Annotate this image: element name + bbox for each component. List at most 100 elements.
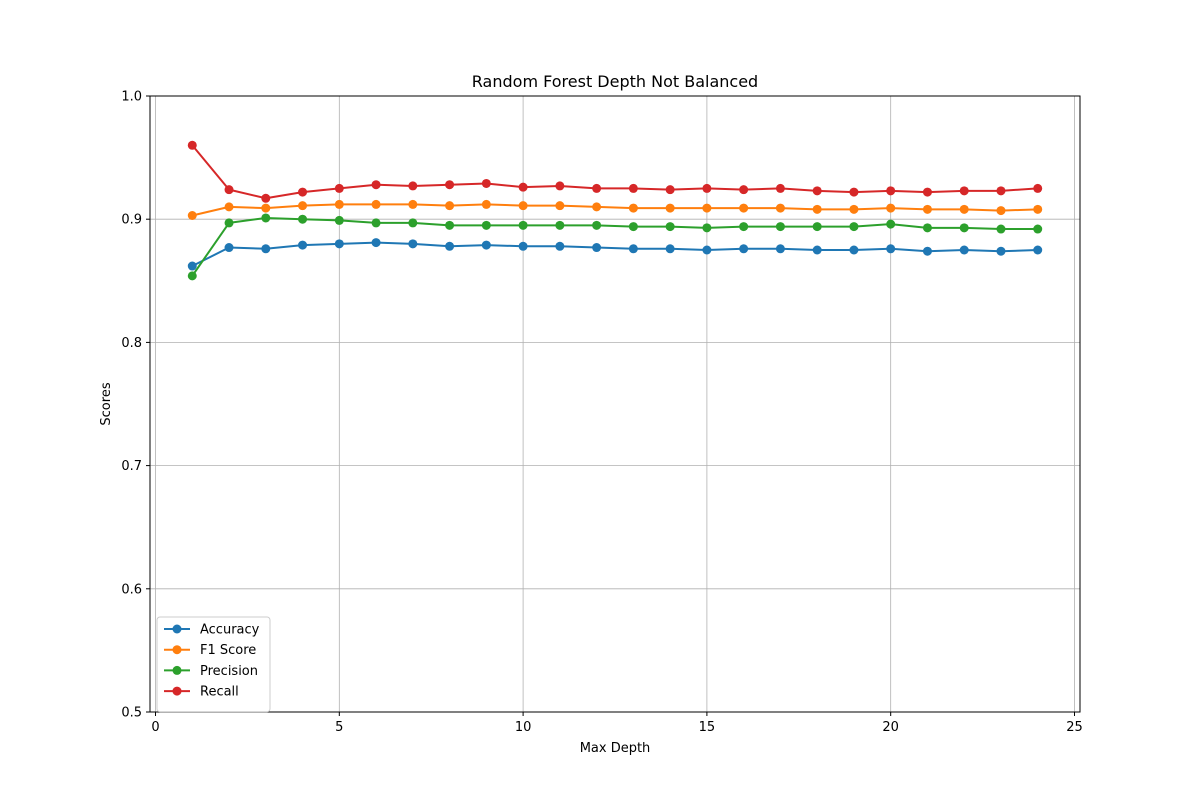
data-point: [775, 222, 785, 232]
data-point: [702, 223, 712, 233]
data-point: [1033, 224, 1043, 234]
data-point: [481, 240, 491, 250]
legend-label: Accuracy: [200, 623, 260, 638]
data-point: [1033, 204, 1043, 214]
data-point: [481, 220, 491, 230]
data-point: [445, 201, 455, 211]
data-point: [886, 203, 896, 213]
x-tick-label: 10: [515, 720, 532, 735]
data-point: [298, 240, 308, 250]
y-tick-label: 0.9: [121, 213, 142, 228]
data-point: [922, 204, 932, 214]
legend-swatch-marker: [172, 624, 182, 634]
data-point: [592, 202, 602, 212]
data-point: [298, 214, 308, 224]
plot-frame: [149, 95, 1081, 713]
data-point: [628, 203, 638, 213]
data-point: [775, 183, 785, 193]
data-point: [739, 185, 749, 195]
gridlines: [150, 95, 1080, 713]
legend-swatch-marker: [172, 665, 182, 675]
data-point: [371, 180, 381, 190]
data-point: [371, 218, 381, 228]
data-point: [481, 178, 491, 188]
data-point: [812, 222, 822, 232]
series-line: [192, 203, 1038, 217]
data-point: [849, 204, 859, 214]
data-point: [959, 223, 969, 233]
axis-ticks: 0 5 10 15 20 25 0.5 0.6 0.7 0.8 0.9 1.0: [121, 90, 1082, 736]
data-point: [996, 206, 1006, 216]
data-point: [592, 243, 602, 253]
legend-item: Recall: [164, 685, 239, 700]
legend-box: [156, 616, 271, 713]
data-point: [886, 244, 896, 254]
y-tick-label: 0.6: [121, 582, 142, 597]
series-group: [187, 140, 1043, 281]
data-point: [298, 201, 308, 211]
series-f1-score: [187, 199, 1043, 221]
data-point: [518, 201, 528, 211]
series-line: [191, 144, 1038, 200]
data-point: [702, 183, 712, 193]
data-point: [922, 246, 932, 256]
data-point: [555, 181, 565, 191]
x-tick-label: 20: [882, 720, 899, 735]
data-point: [628, 183, 638, 193]
data-point: [849, 245, 859, 255]
data-point: [1033, 245, 1043, 255]
data-point: [665, 185, 675, 195]
data-point: [334, 239, 344, 249]
data-point: [261, 193, 271, 203]
data-point: [261, 244, 271, 254]
data-point: [996, 246, 1006, 256]
data-point: [408, 199, 418, 209]
data-point: [628, 222, 638, 232]
data-point: [187, 140, 197, 150]
legend-item: F1 Score: [164, 643, 256, 658]
data-point: [224, 243, 234, 253]
y-tick-label: 1.0: [121, 90, 142, 105]
data-point: [555, 201, 565, 211]
data-point: [408, 181, 418, 191]
x-tick-label: 5: [335, 720, 343, 735]
data-point: [812, 204, 822, 214]
series-precision: [187, 213, 1043, 281]
data-point: [481, 199, 491, 209]
data-point: [665, 244, 675, 254]
legend: Accuracy F1 Score Precision Recall: [156, 616, 271, 713]
x-axis-label: Max Depth: [580, 741, 651, 756]
data-point: [224, 218, 234, 228]
data-point: [187, 261, 197, 271]
data-point: [334, 199, 344, 209]
data-point: [996, 224, 1006, 234]
data-point: [334, 215, 344, 225]
data-point: [739, 222, 749, 232]
data-point: [187, 211, 197, 221]
data-point: [849, 222, 859, 232]
data-point: [261, 213, 271, 223]
data-point: [702, 245, 712, 255]
y-tick-label: 0.8: [121, 336, 142, 351]
data-point: [812, 245, 822, 255]
data-point: [445, 180, 455, 190]
data-point: [959, 204, 969, 214]
data-point: [812, 186, 822, 196]
data-point: [334, 183, 344, 193]
data-point: [959, 186, 969, 196]
data-point: [298, 187, 308, 197]
data-point: [996, 186, 1006, 196]
data-point: [739, 203, 749, 213]
x-tick-label: 0: [151, 720, 159, 735]
chart-title: Random Forest Depth Not Balanced: [472, 72, 758, 91]
data-point: [555, 241, 565, 251]
series-line: [191, 241, 1038, 267]
data-point: [665, 203, 675, 213]
y-axis-label: Scores: [99, 382, 114, 425]
data-point: [886, 219, 896, 229]
data-point: [224, 202, 234, 212]
data-point: [261, 203, 271, 213]
legend-item: Precision: [164, 664, 258, 679]
data-point: [518, 241, 528, 251]
